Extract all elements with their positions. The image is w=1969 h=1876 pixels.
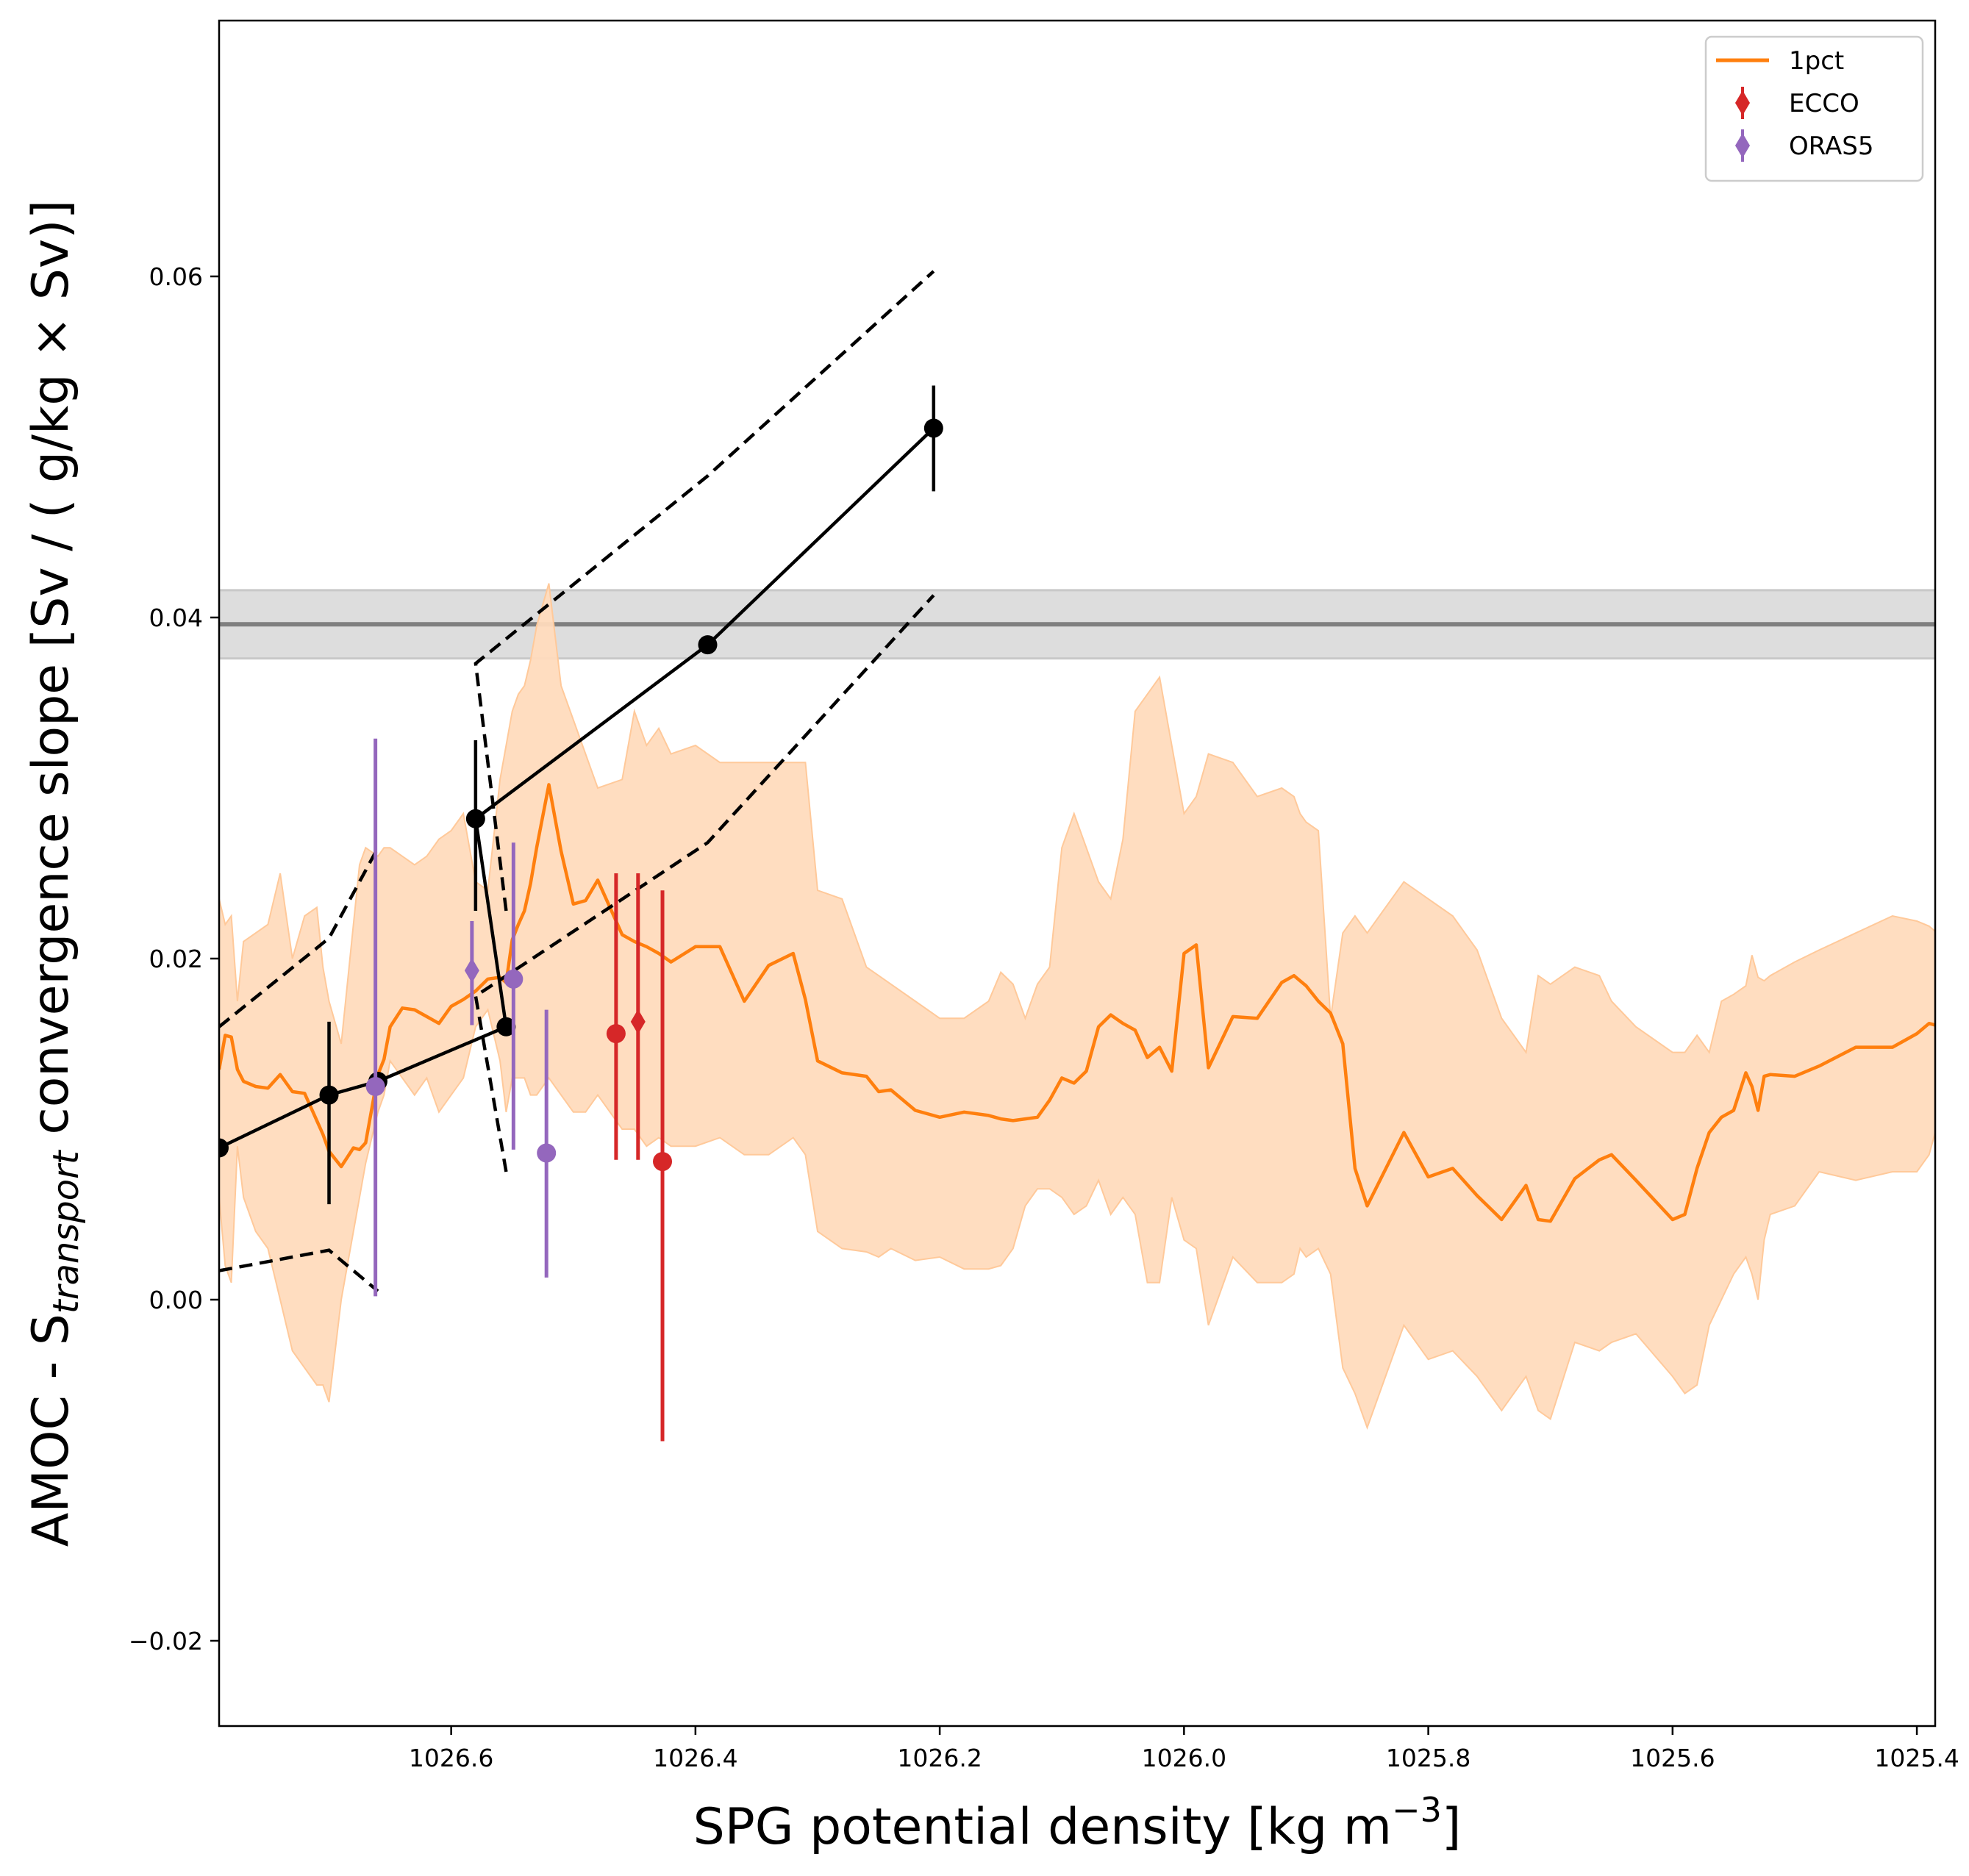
y-tick-label: −0.02: [129, 1627, 203, 1655]
y-tick-label: 0.00: [149, 1286, 203, 1314]
y-tick-label: 0.02: [149, 945, 203, 973]
x-axis-title-sup: −3: [1392, 1790, 1442, 1830]
ecco-point: [653, 1152, 673, 1172]
x-axis-title-main: SPG potential density [kg m: [693, 1798, 1392, 1856]
legend-label: ORAS5: [1789, 132, 1873, 161]
legend-diamond-icon: [1735, 133, 1750, 158]
oras5-point: [464, 958, 479, 984]
legend-diamond-icon: [1735, 90, 1750, 115]
x-tick-label: 1026.4: [653, 1744, 737, 1772]
oras5-point: [365, 1077, 385, 1096]
legend: 1pct ECCO ORAS5: [1704, 35, 1924, 182]
legend-label: 1pct: [1789, 46, 1844, 76]
oras5-point: [537, 1143, 557, 1163]
series-dashed-lower-4: [219, 1248, 379, 1293]
y-tick-label: 0.04: [149, 604, 203, 632]
y-axis-title-rest: convergence slope [Sv / ( g/kg × Sv)]: [22, 200, 80, 1151]
x-axis-title-end: ]: [1442, 1798, 1462, 1856]
series-1pct-band: [219, 583, 1935, 1430]
fit-point: [698, 635, 718, 655]
series-dashed-upper-2: [219, 847, 379, 1028]
series-dashed-lower-5: [474, 594, 935, 1172]
y-axis-title-main: AMOC - S: [22, 1314, 80, 1547]
x-tick-label: 1025.6: [1630, 1744, 1715, 1772]
legend-box: [1704, 35, 1924, 182]
y-tick-label: 0.06: [149, 262, 203, 291]
series-1pct-line: [219, 783, 1935, 1223]
y-axis-title-sub: transport: [46, 1149, 87, 1314]
fit-point: [219, 1138, 229, 1158]
fit-point: [923, 418, 943, 438]
x-tick-label: 1026.2: [897, 1744, 982, 1772]
ecco-point: [630, 1009, 646, 1034]
fit-point: [319, 1085, 339, 1105]
axes: 1026.6 1026.4 1026.2 1026.0 1025.8 1025.6 1025…: [129, 19, 1959, 1772]
plot-frame: [218, 19, 1937, 1728]
oras5-point: [504, 969, 523, 989]
x-tick-label: 1025.8: [1386, 1744, 1471, 1772]
x-tick-label: 1026.0: [1142, 1744, 1226, 1772]
ecco-point: [606, 1024, 626, 1044]
y-axis-title: AMOC - Stransport convergence slope [Sv …: [22, 200, 87, 1547]
fit-point: [496, 1017, 516, 1037]
plot-area: [219, 270, 1935, 1442]
legend-label: ECCO: [1789, 89, 1859, 118]
fit-point: [465, 809, 485, 828]
series-dashed-upper-3: [474, 270, 935, 912]
x-tick-label: 1026.6: [409, 1744, 493, 1772]
x-tick-label: 1025.4: [1874, 1744, 1959, 1772]
x-axis-title: SPG potential density [kg m−3]: [693, 1790, 1462, 1856]
